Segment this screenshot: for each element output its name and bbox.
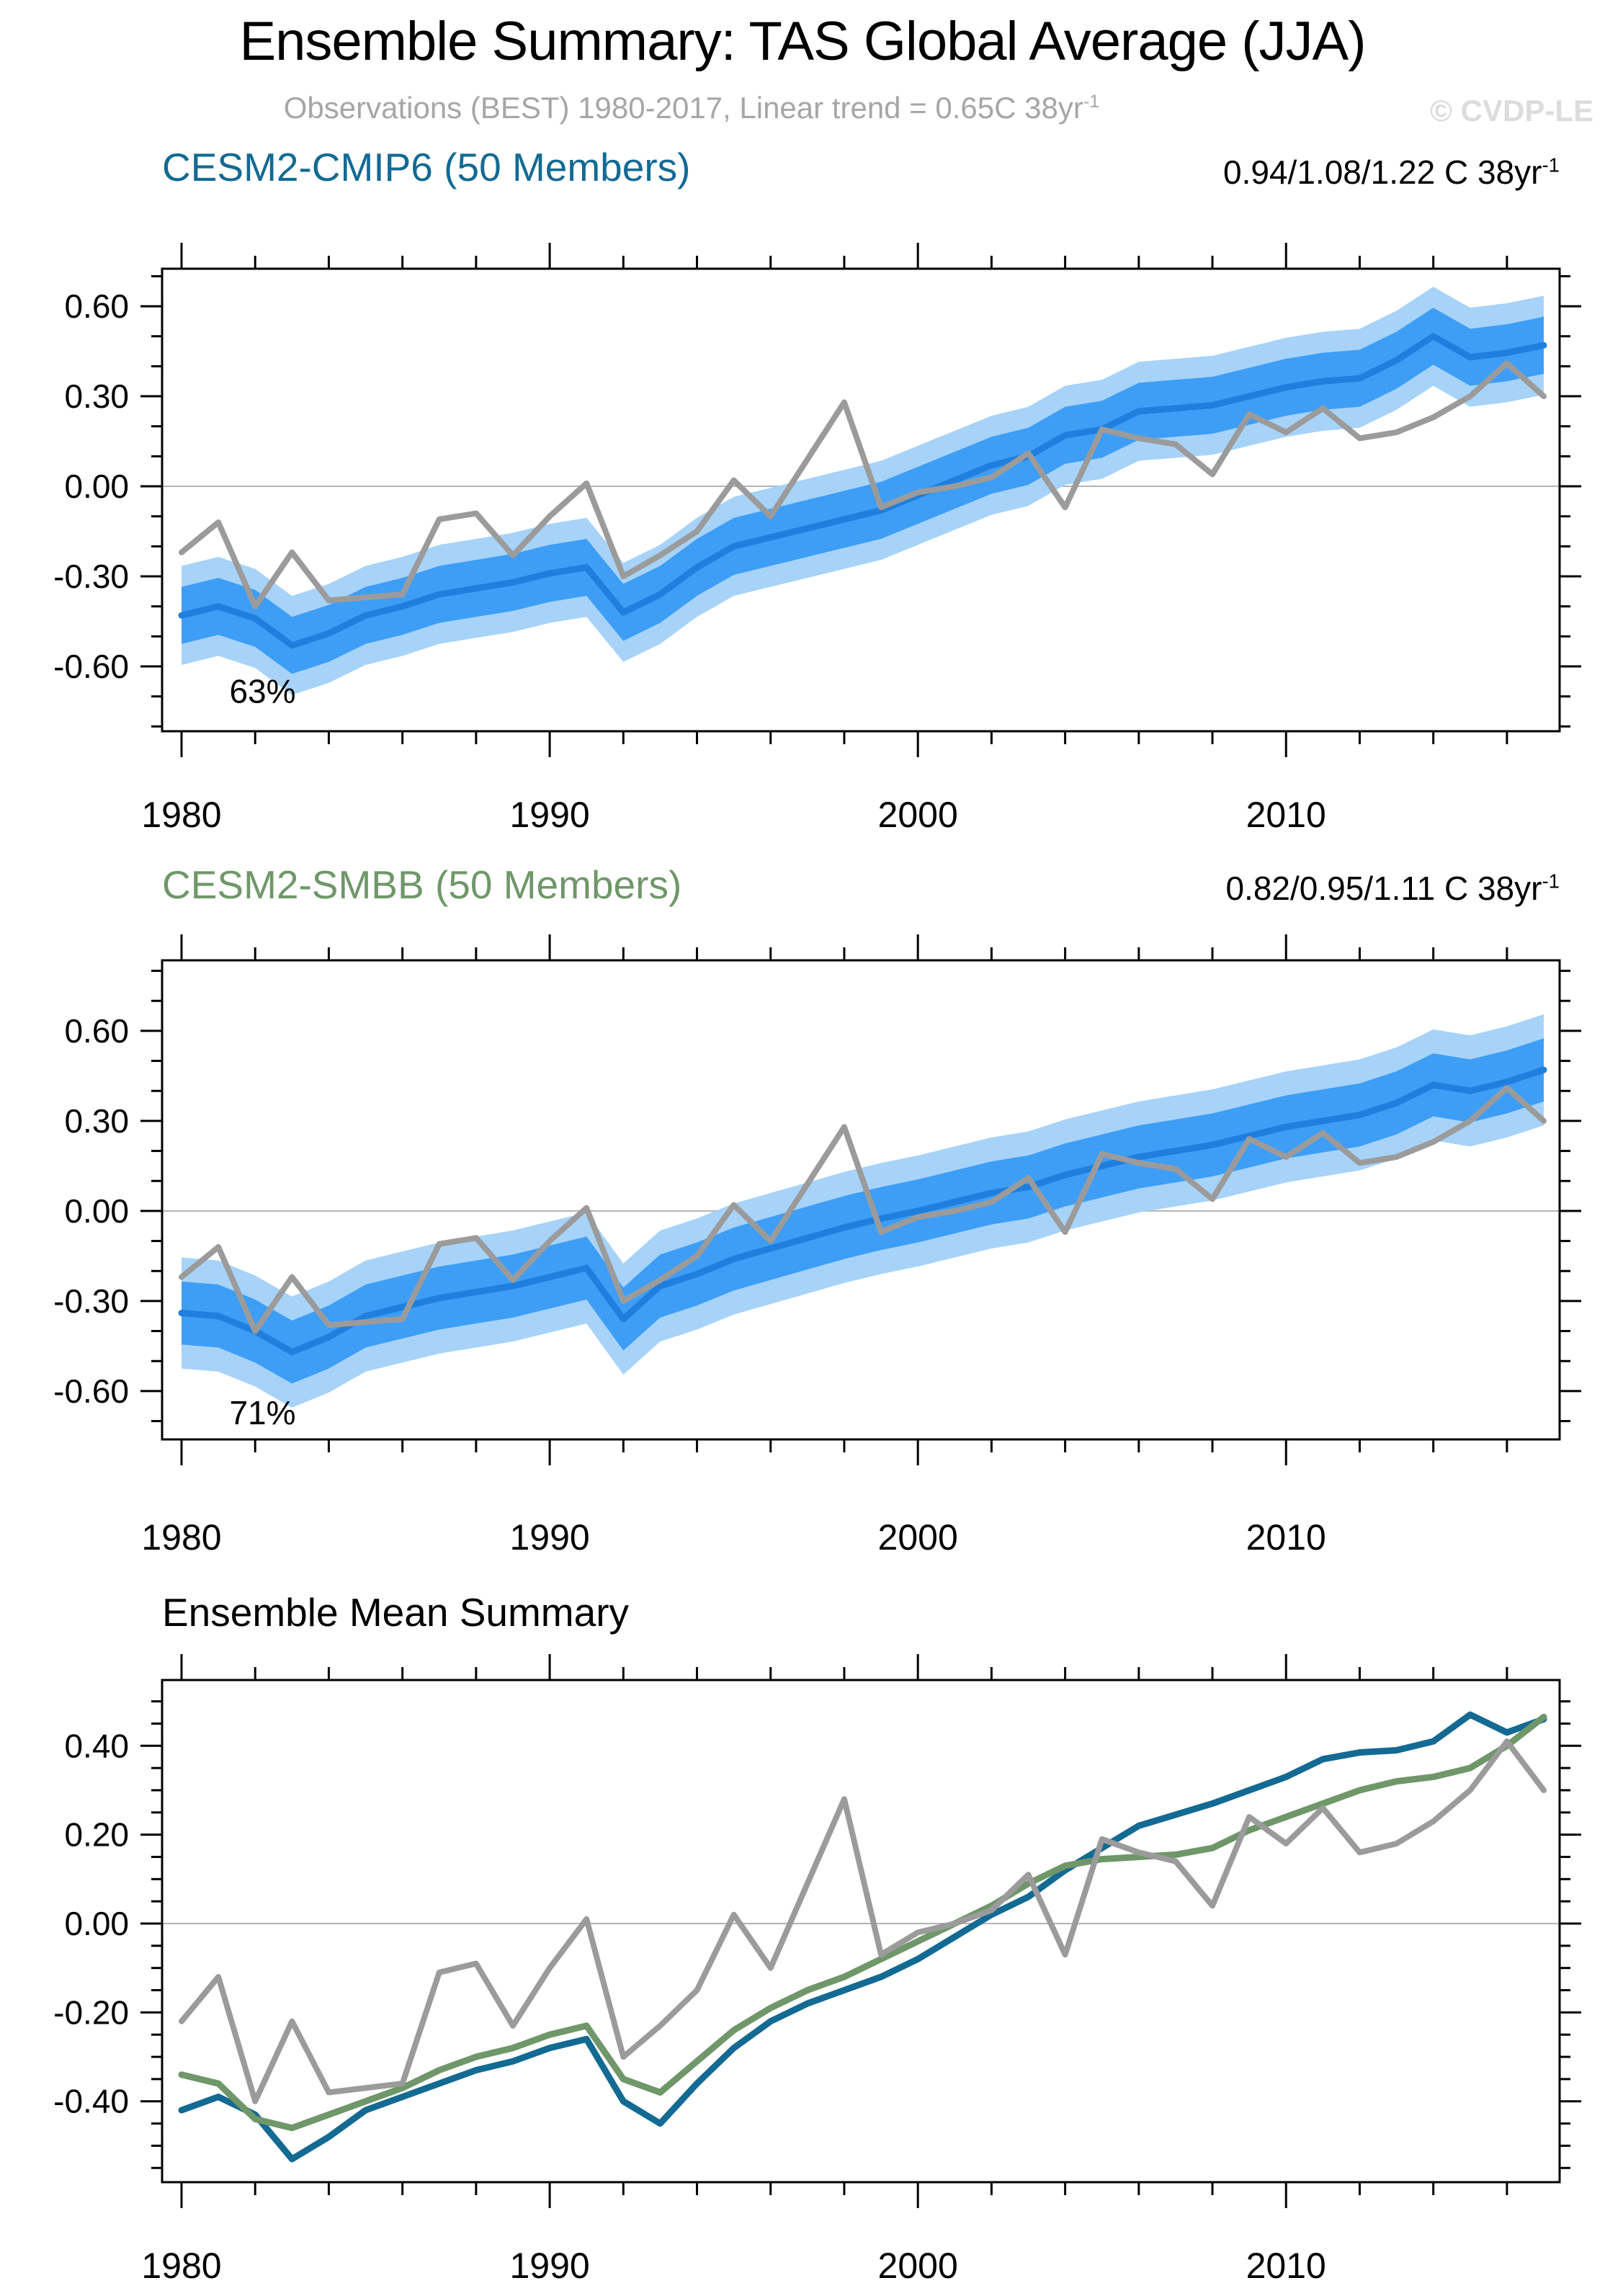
x-tick-label: 2010 xyxy=(1246,795,1326,835)
y-tick-label: -0.20 xyxy=(53,1993,129,2031)
x-tick-label: 1980 xyxy=(141,795,221,835)
y-tick-label: -0.60 xyxy=(53,648,129,685)
y-tick-label: 0.00 xyxy=(64,468,129,505)
y-tick-label: -0.30 xyxy=(53,1282,129,1320)
y-tick-label: 0.00 xyxy=(64,1192,129,1230)
y-tick-label: 0.60 xyxy=(64,287,129,325)
y-tick-label: -0.30 xyxy=(53,558,129,595)
x-tick-label: 2000 xyxy=(878,2246,958,2286)
x-tick-label: 2010 xyxy=(1246,1517,1326,1558)
y-tick-label: 0.00 xyxy=(64,1905,129,1942)
y-tick-label: -0.60 xyxy=(53,1372,129,1410)
svg-text:71%: 71% xyxy=(229,1394,295,1431)
panel-title-cmip6: CESM2-CMIP6 (50 Members) xyxy=(162,145,691,189)
y-tick-label: 0.30 xyxy=(64,378,129,415)
panel-title-smbb: CESM2-SMBB (50 Members) xyxy=(162,862,682,907)
y-tick-label: 0.60 xyxy=(64,1012,129,1050)
x-tick-label: 1990 xyxy=(509,1517,589,1558)
y-tick-label: -0.40 xyxy=(53,2083,129,2120)
svg-text:63%: 63% xyxy=(229,672,295,710)
page-title: Ensemble Summary: TAS Global Average (JJ… xyxy=(239,11,1366,72)
trend-label-smbb: 0.82/0.95/1.11 C 38yr-1 xyxy=(1225,870,1560,907)
x-tick-label: 1980 xyxy=(141,2246,221,2286)
cvdp-watermark: © CVDP-LE xyxy=(1430,94,1593,128)
panel-title-ensemble-mean-summary: Ensemble Mean Summary xyxy=(162,1590,630,1635)
x-tick-label: 1990 xyxy=(509,2246,589,2286)
trend-label-cmip6: 0.94/1.08/1.22 C 38yr-1 xyxy=(1223,153,1560,191)
subtitle: Observations (BEST) 1980-2017, Linear tr… xyxy=(283,91,1100,125)
x-tick-label: 1990 xyxy=(509,795,589,835)
x-tick-label: 2000 xyxy=(878,1517,958,1558)
x-tick-label: 2000 xyxy=(878,795,958,835)
y-tick-label: 0.30 xyxy=(64,1102,129,1140)
x-tick-label: 2010 xyxy=(1246,2246,1326,2286)
x-tick-label: 1980 xyxy=(141,1517,221,1558)
y-tick-label: 0.40 xyxy=(64,1727,129,1764)
y-tick-label: 0.20 xyxy=(64,1816,129,1854)
